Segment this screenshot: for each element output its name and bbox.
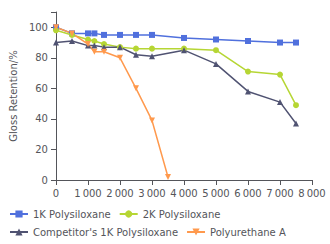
svg-text:1 000: 1 000 [74,188,101,199]
svg-text:80: 80 [35,52,48,63]
svg-text:Polyurethane A: Polyurethane A [210,227,286,238]
svg-text:3 000: 3 000 [138,188,165,199]
svg-text:8 000: 8 000 [298,188,325,199]
svg-text:60: 60 [35,83,48,94]
svg-text:4 000: 4 000 [170,188,197,199]
svg-text:0: 0 [53,188,59,199]
svg-text:7 000: 7 000 [266,188,293,199]
svg-text:20: 20 [35,144,48,155]
svg-text:1K Polysiloxane: 1K Polysiloxane [33,209,111,220]
svg-text:40: 40 [35,113,48,124]
svg-text:Gloss Retention/%: Gloss Retention/% [8,50,19,141]
svg-text:5 000: 5 000 [202,188,229,199]
svg-text:2K Polysiloxane: 2K Polysiloxane [143,209,221,220]
svg-text:Competitor's 1K Polysiloxane: Competitor's 1K Polysiloxane [33,227,178,238]
svg-text:0: 0 [42,175,48,186]
svg-text:100: 100 [29,22,48,33]
svg-text:6 000: 6 000 [234,188,261,199]
svg-text:2 000: 2 000 [106,188,133,199]
